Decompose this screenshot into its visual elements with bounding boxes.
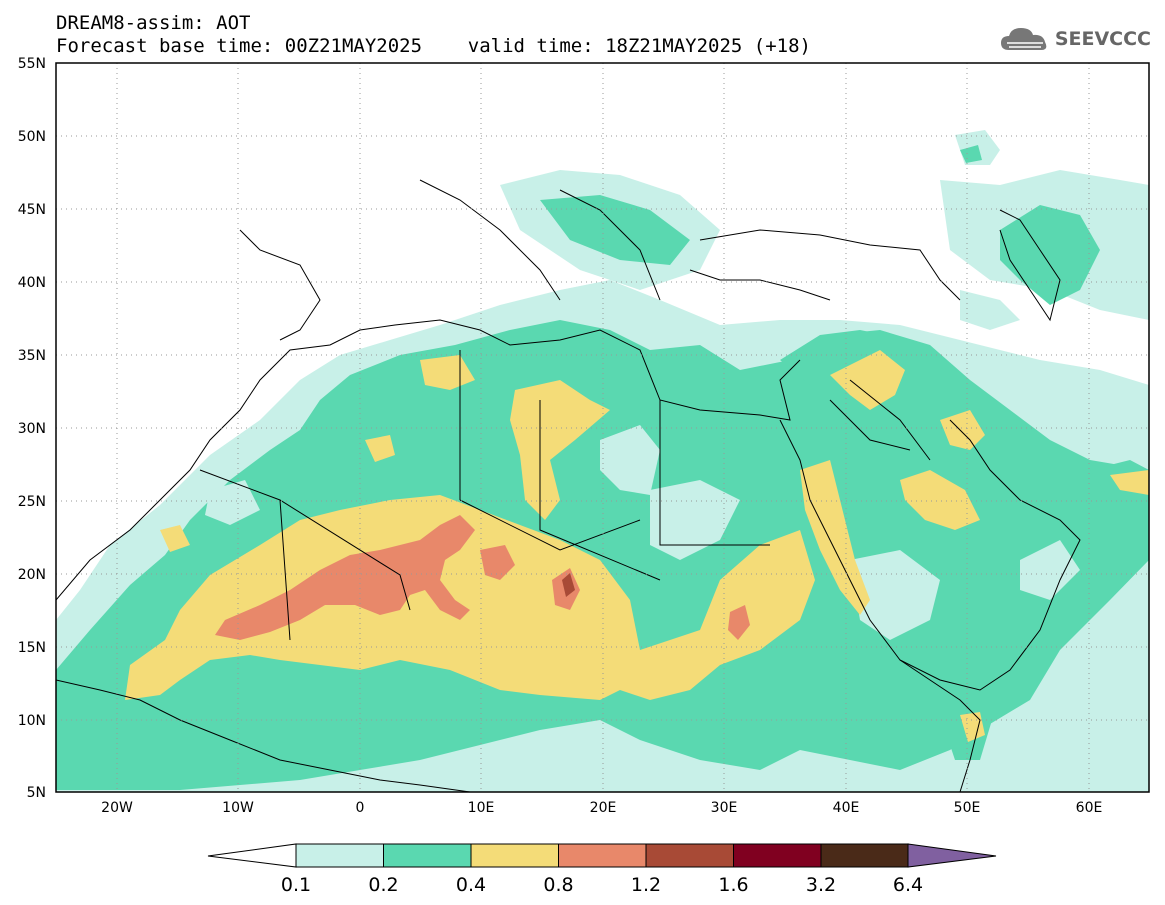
lat-tick-label: 30N: [18, 421, 46, 437]
map-frame: [55, 62, 1150, 793]
lon-tick-label: 10E: [468, 800, 495, 816]
legend-swatch: [383, 843, 472, 868]
legend-label: 1.6: [718, 874, 748, 896]
lat-tick-label: 40N: [18, 275, 46, 291]
lat-tick-label: 45N: [18, 202, 46, 218]
legend-swatch: [645, 843, 734, 868]
legend-swatch: [820, 843, 909, 868]
seevccc-logo: SEEVCCC: [999, 24, 1151, 54]
longitude-labels: 20W 10W 0 10E 20E 30E 40E 50E 60E: [101, 800, 1102, 816]
lon-tick-label: 0: [356, 800, 365, 816]
legend-label: 0.2: [368, 874, 398, 896]
aot-level-0.8: [215, 515, 750, 640]
logo-text: SEEVCCC: [1054, 28, 1151, 50]
legend-label: 3.2: [806, 874, 836, 896]
legend-label: 0.1: [281, 874, 311, 896]
lat-tick-label: 20N: [18, 567, 46, 583]
legend-labels: 0.1 0.2 0.4 0.8 1.2 1.6 3.2 6.4: [281, 874, 923, 896]
legend-swatch: [470, 843, 559, 868]
legend-swatch: [295, 843, 384, 868]
legend-arrow-left: [207, 843, 297, 868]
lat-tick-label: 15N: [18, 640, 46, 656]
lon-tick-label: 30E: [711, 800, 738, 816]
lat-tick-label: 55N: [18, 56, 46, 72]
legend-arrow-right: [907, 843, 997, 868]
lon-tick-label: 10W: [222, 800, 254, 816]
map-title: DREAM8-assim: AOT: [56, 12, 251, 34]
forecast-time-subtitle: Forecast base time: 00Z21MAY2025 valid t…: [56, 35, 811, 57]
aot-level-1.2: [562, 573, 575, 597]
lat-tick-label: 5N: [27, 785, 46, 801]
lon-tick-label: 20W: [101, 800, 133, 816]
cloud-icon: [1000, 28, 1047, 50]
legend-label: 6.4: [893, 874, 923, 896]
aot-fields: [56, 63, 1149, 792]
aot-level-0.2: [56, 145, 1149, 790]
legend-swatch: [558, 843, 647, 868]
graticule: [56, 63, 1149, 792]
lon-tick-label: 60E: [1076, 800, 1103, 816]
legend-label: 0.4: [456, 874, 486, 896]
aot-level-0.4: [125, 350, 1149, 742]
legend-swatch: [733, 843, 822, 868]
lon-tick-label: 50E: [954, 800, 981, 816]
lon-tick-label: 20E: [590, 800, 617, 816]
lat-tick-label: 25N: [18, 494, 46, 510]
latitude-labels: 55N 50N 45N 40N 35N 30N 25N 20N 15N 10N …: [18, 56, 46, 801]
lat-tick-label: 50N: [18, 129, 46, 145]
legend-label: 0.8: [543, 874, 573, 896]
lon-tick-label: 40E: [833, 800, 860, 816]
legend-label: 1.2: [631, 874, 661, 896]
aot-color-legend: [207, 843, 997, 868]
lat-tick-label: 35N: [18, 348, 46, 364]
coastlines: [56, 179, 1081, 792]
lat-tick-label: 10N: [18, 713, 46, 729]
